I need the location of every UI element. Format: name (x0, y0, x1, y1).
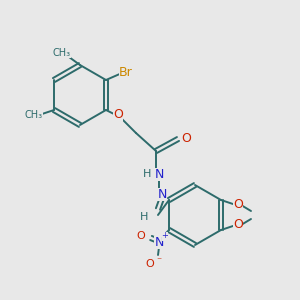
Text: N: N (154, 236, 164, 248)
Text: O: O (113, 109, 123, 122)
Text: O: O (233, 218, 243, 232)
Text: N: N (157, 188, 167, 200)
Text: CH₃: CH₃ (25, 110, 43, 120)
Text: CH₃: CH₃ (53, 48, 71, 58)
Text: O: O (181, 131, 191, 145)
Text: O: O (233, 199, 243, 212)
Text: +: + (162, 232, 169, 241)
Text: Br: Br (119, 65, 133, 79)
Text: N: N (154, 167, 164, 181)
Text: O: O (136, 231, 146, 241)
Text: O: O (146, 259, 154, 269)
Text: H: H (143, 169, 151, 179)
Text: H: H (140, 212, 148, 222)
Text: ⁻: ⁻ (157, 256, 162, 266)
